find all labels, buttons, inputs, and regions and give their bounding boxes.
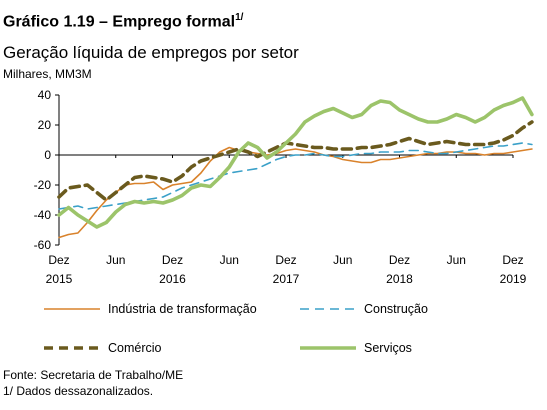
y-tick-label: -20	[34, 178, 52, 192]
legend-label-3: Comércio	[108, 341, 162, 355]
x-tick-label: Jun	[447, 253, 466, 267]
footnote: 1/ Dados dessazonalizados.	[3, 384, 154, 398]
x-tick-label: Dez	[162, 253, 183, 267]
legend-label-2: Construção	[364, 302, 428, 316]
y-tick-label: -60	[34, 238, 52, 252]
series-line-4	[57, 96, 534, 229]
source-note: Fonte: Secretaria de Trabalho/ME	[3, 368, 184, 382]
y-tick-label: 0	[44, 148, 51, 162]
y-tick-label: -40	[34, 208, 52, 222]
x-tick-year-label: 2015	[46, 272, 73, 286]
series-line-1	[58, 146, 533, 239]
x-tick-year-label: 2016	[159, 272, 186, 286]
title-footnote-marker: 1/	[235, 12, 244, 23]
x-tick-label: Jun	[106, 253, 125, 267]
x-tick-label: Dez	[502, 253, 523, 267]
x-tick-year-label: 2019	[500, 272, 527, 286]
y-tick-label: 40	[38, 88, 52, 102]
chart-title-text: Gráfico 1.19 – Emprego formal	[3, 13, 236, 31]
x-tick-label: Jun	[333, 253, 352, 267]
y-tick-label: 20	[38, 118, 52, 132]
x-tick-year-label: 2017	[273, 272, 300, 286]
x-tick-label: Dez	[389, 253, 410, 267]
legend-label-1: Indústria de transformação	[108, 302, 257, 316]
chart-title: Gráfico 1.19 – Emprego formal1/	[3, 12, 243, 31]
x-tick-label: Dez	[275, 253, 296, 267]
units-label: Milhares, MM3M	[3, 67, 92, 81]
series-line-3	[57, 120, 534, 202]
x-tick-label: Dez	[48, 253, 69, 267]
legend-label-4: Serviços	[364, 341, 412, 355]
x-tick-year-label: 2018	[386, 272, 413, 286]
chart-subtitle: Geração líquida de empregos por setor	[3, 43, 299, 62]
x-tick-label: Jun	[220, 253, 239, 267]
